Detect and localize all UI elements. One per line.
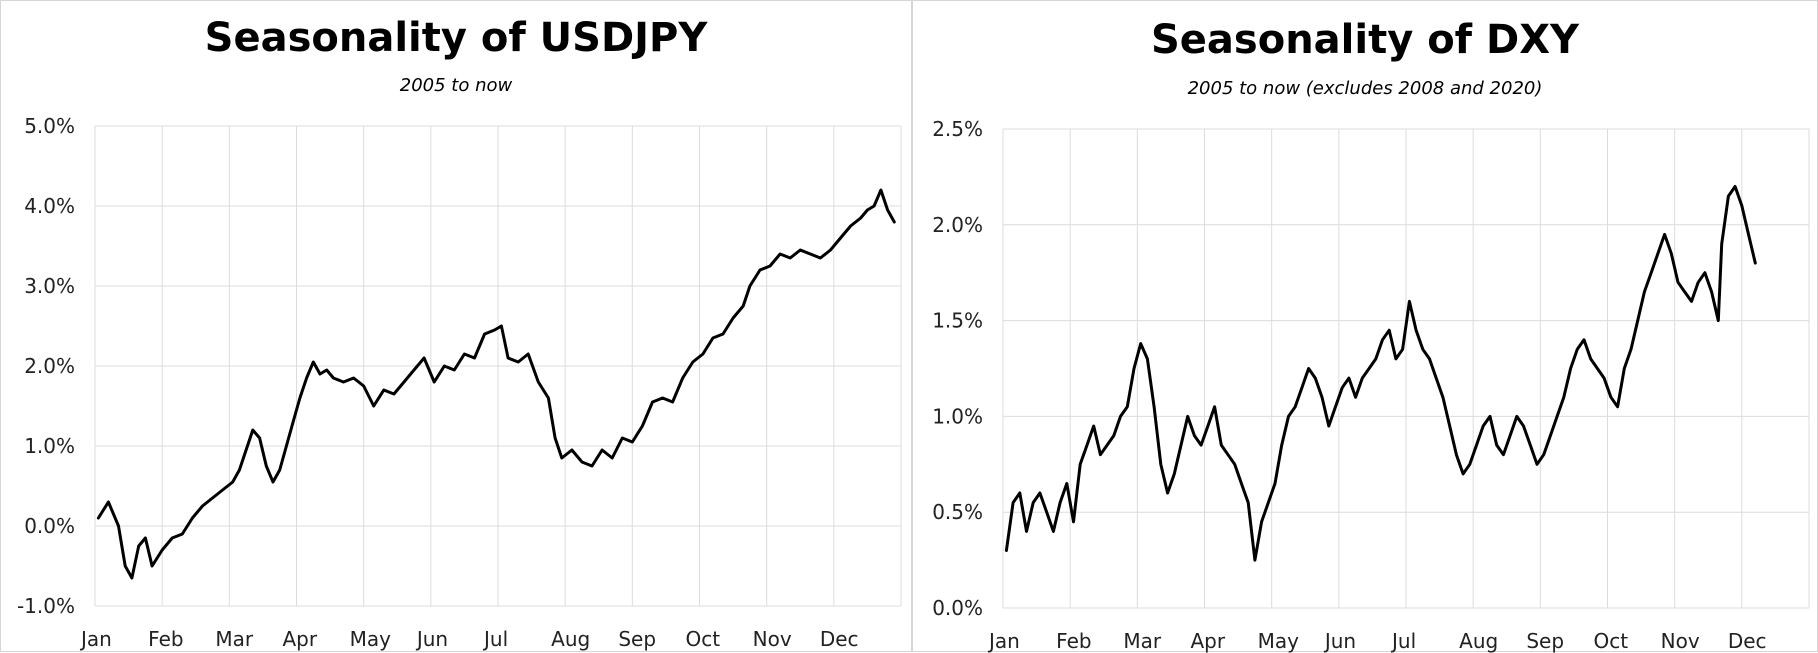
usdjpy-x-tick-label: Jan: [79, 627, 112, 651]
usdjpy-x-tick-label: Dec: [820, 627, 859, 651]
usdjpy-line-chart: -1.0% 0.0% 1.0% 2.0% 3.0% 4.0% 5.0% Jan Feb Mar Ap…: [17, 114, 902, 651]
dxy-y-tick-label: 1.0%: [932, 404, 983, 428]
dxy-x-tick-label: Dec: [1728, 629, 1767, 653]
usdjpy-chart-subtitle: 2005 to now: [399, 75, 513, 96]
dxy-series-line: [1004, 185, 1757, 562]
dxy-x-tick-label: Oct: [1594, 629, 1629, 653]
dxy-x-tick-label: Mar: [1123, 629, 1162, 653]
usdjpy-x-tick-label: Jun: [415, 627, 448, 651]
usdjpy-x-tick-label: Feb: [148, 627, 183, 651]
usdjpy-x-tick-label: Mar: [215, 627, 254, 651]
usdjpy-y-tick-label: 1.0%: [24, 434, 75, 458]
dxy-x-tick-label: Jun: [1323, 629, 1356, 653]
usdjpy-x-tick-label: May: [350, 627, 392, 651]
usdjpy-x-tick-label: Oct: [686, 627, 721, 651]
dxy-x-tick-label: Nov: [1661, 629, 1700, 653]
dxy-x-tick-label: Feb: [1056, 629, 1091, 653]
usdjpy-x-tick-label: Jul: [482, 627, 508, 651]
dxy-x-tick-label: Jan: [987, 629, 1020, 653]
usdjpy-y-tick-label: 5.0%: [24, 114, 75, 138]
usdjpy-y-tick-label: 2.0%: [24, 354, 75, 378]
dxy-x-tick-label: Apr: [1191, 629, 1226, 653]
dxy-x-tick-label: Aug: [1459, 629, 1498, 653]
usdjpy-series-line: [96, 188, 896, 580]
usdjpy-chart-panel: Seasonality of USDJPY 2005 to now -1.0% 0…: [0, 0, 912, 652]
dxy-x-tick-label: May: [1258, 629, 1300, 653]
dxy-chart-title: Seasonality of DXY: [1150, 17, 1580, 63]
usdjpy-y-tick-label: -1.0%: [17, 594, 75, 618]
usdjpy-chart-title: Seasonality of USDJPY: [204, 15, 708, 61]
dxy-line-chart: 0.0% 0.5% 1.0% 1.5% 2.0% 2.5% Jan Feb Mar Apr May J…: [932, 117, 1810, 653]
usdjpy-x-tick-label: Nov: [753, 627, 792, 651]
usdjpy-y-tick-label: 4.0%: [24, 194, 75, 218]
usdjpy-x-tick-label: Sep: [618, 627, 656, 651]
dxy-x-tick-label: Sep: [1526, 629, 1564, 653]
dxy-chart-panel: Seasonality of DXY 2005 to now (excludes…: [912, 0, 1818, 653]
dxy-y-tick-label: 1.5%: [932, 309, 983, 333]
usdjpy-y-tick-label: 3.0%: [24, 274, 75, 298]
dxy-y-tick-label: 2.5%: [932, 117, 983, 141]
dxy-y-tick-label: 2.0%: [932, 213, 983, 237]
usdjpy-x-tick-label: Aug: [551, 627, 590, 651]
usdjpy-x-tick-label: Apr: [283, 627, 318, 651]
dxy-x-tick-label: Jul: [1390, 629, 1416, 653]
dxy-chart-subtitle: 2005 to now (excludes 2008 and 2020): [1187, 78, 1543, 99]
usdjpy-y-tick-label: 0.0%: [24, 514, 75, 538]
dxy-y-tick-label: 0.0%: [932, 596, 983, 620]
dxy-y-tick-label: 0.5%: [932, 500, 983, 524]
